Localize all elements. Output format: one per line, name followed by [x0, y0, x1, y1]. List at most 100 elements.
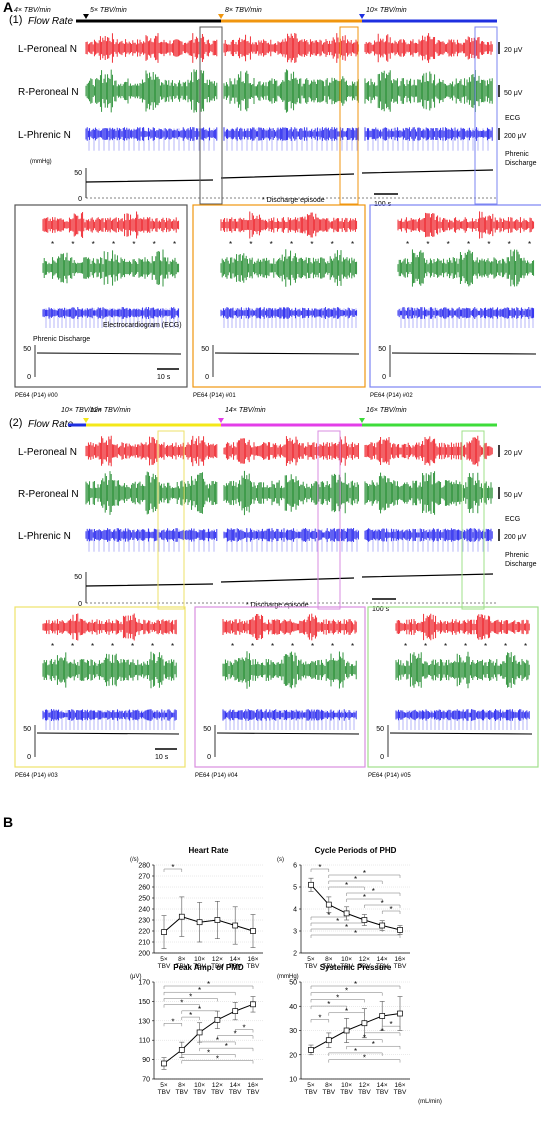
data-point	[308, 881, 314, 888]
zoom-pressure-trace	[391, 352, 537, 355]
x-tick-label: 16×	[247, 956, 258, 963]
discharge-marker: *	[484, 642, 487, 651]
y-tick-label: 260	[138, 885, 150, 892]
significance-star: *	[318, 863, 321, 872]
trace-1	[223, 470, 359, 516]
zoom-pressure-tick: 50	[203, 726, 211, 733]
zoom-trace-l-peroneal	[42, 211, 180, 239]
trace-2-spikes	[88, 128, 215, 151]
zoom-trace-l-phrenic	[395, 709, 530, 721]
trace-0	[364, 435, 493, 467]
zoom-pressure-tick: 50	[378, 346, 386, 353]
x-tick-label: TBV	[358, 1089, 371, 1096]
zoom-pressure-tick: 0	[205, 374, 209, 381]
trace-2-spikes	[226, 128, 358, 151]
x-tick-label: TBV	[376, 963, 389, 970]
significance-star: *	[390, 905, 393, 914]
x-tick-label: 14×	[377, 956, 388, 963]
pressure-tick: 0	[78, 601, 82, 608]
significance-bracket	[310, 916, 347, 920]
trace-0	[85, 435, 218, 467]
x-tick-label: TBV	[175, 963, 188, 970]
zoom-pressure-trace	[36, 352, 182, 355]
chart-2: Peak Amp. of PMD(μV)70901101301501705×TB…	[130, 963, 263, 1096]
x-tick-label: TBV	[229, 1089, 242, 1096]
significance-bracket	[364, 904, 401, 908]
zoom-frame	[192, 204, 366, 388]
series-line	[163, 916, 254, 933]
significance-star: *	[354, 980, 357, 989]
flow-rate-marker	[359, 14, 365, 19]
discharge-marker: *	[351, 642, 354, 651]
discharge-marker: *	[426, 240, 429, 249]
data-point	[232, 1008, 239, 1014]
significance-bracket	[381, 910, 401, 914]
scale-label: 20 μV	[504, 47, 523, 54]
y-tick-label: 170	[138, 980, 150, 987]
discharge-note: * Discharge episode	[262, 197, 325, 204]
chart-0: Heart Rate (/s) 200 210 220 230 240 250 260 270 28…	[130, 846, 263, 970]
data-point	[361, 1020, 368, 1027]
pressure-tick: 50	[74, 170, 82, 177]
data-point	[250, 928, 256, 934]
pressure-trace	[85, 573, 494, 587]
significance-bracket	[364, 1032, 401, 1036]
trace-2	[85, 528, 218, 542]
significance-bracket	[328, 1012, 365, 1016]
significance-bracket	[310, 934, 401, 938]
significance-bracket	[381, 1025, 401, 1030]
significance-bracket	[310, 999, 365, 1003]
phrenic-label: Phrenic	[505, 552, 529, 559]
discharge-marker: *	[331, 240, 334, 249]
zoom-pressure-tick: 0	[27, 754, 31, 761]
discharge-marker: *	[91, 642, 94, 651]
flow-rate-marker	[83, 14, 89, 19]
x-tick-label: 10×	[341, 1082, 352, 1089]
zoom-time-label: 10 s	[157, 374, 171, 381]
discharge-marker: *	[404, 642, 407, 651]
channel-name: R-Peroneal N	[18, 87, 79, 98]
significance-star: *	[363, 893, 366, 902]
x-tick-label: TBV	[358, 963, 371, 970]
data-point	[178, 913, 185, 920]
channel-name: L-Peroneal N	[18, 447, 77, 458]
significance-star: *	[225, 1042, 228, 1051]
zoom-pressure-tick: 0	[27, 374, 31, 381]
discharge-marker: *	[71, 240, 74, 249]
significance-star: *	[198, 1005, 201, 1014]
x-tick-label: TBV	[247, 963, 260, 970]
data-point	[196, 919, 203, 926]
y-tick-label: 200	[138, 951, 150, 958]
x-tick-label: TBV	[175, 1089, 188, 1096]
panel-b-label: B	[3, 814, 13, 830]
x-tick-label: TBV	[394, 1089, 407, 1096]
significance-bracket	[163, 1023, 183, 1027]
x-tick-label: TBV	[322, 963, 335, 970]
discharge-marker: *	[487, 240, 490, 249]
y-tick-label: 4	[293, 907, 297, 914]
significance-bracket	[199, 1047, 254, 1052]
x-tick-label: TBV	[340, 1089, 353, 1096]
significance-bracket	[163, 998, 218, 1002]
x-tick-label: 14×	[230, 956, 241, 963]
discharge-marker: *	[171, 642, 174, 651]
flow-rate-label-value: 5× TBV/min	[90, 7, 127, 14]
zoom-annotation-phrenic: Phrenic Discharge	[33, 336, 90, 343]
scale-label: 200 μV	[504, 133, 527, 140]
significance-bracket	[181, 1016, 200, 1021]
discharge-marker: *	[112, 240, 115, 249]
significance-star: *	[216, 1036, 219, 1045]
significance-star: *	[198, 986, 201, 995]
significance-star: *	[381, 1027, 384, 1036]
panel-number: (1)	[9, 14, 22, 26]
trace-2	[223, 127, 359, 141]
x-tick-label: 5×	[307, 956, 315, 963]
significance-star: *	[354, 1047, 357, 1056]
zoom-trace-r-peroneal	[42, 651, 177, 689]
x-tick-label: 8×	[325, 956, 333, 963]
y-tick-label: 240	[138, 907, 150, 914]
channel-name: L-Peroneal N	[18, 44, 77, 55]
flow-rate-marker	[359, 418, 365, 423]
chart-title: Cycle Periods of PHD	[315, 846, 397, 855]
significance-star: *	[354, 875, 357, 884]
